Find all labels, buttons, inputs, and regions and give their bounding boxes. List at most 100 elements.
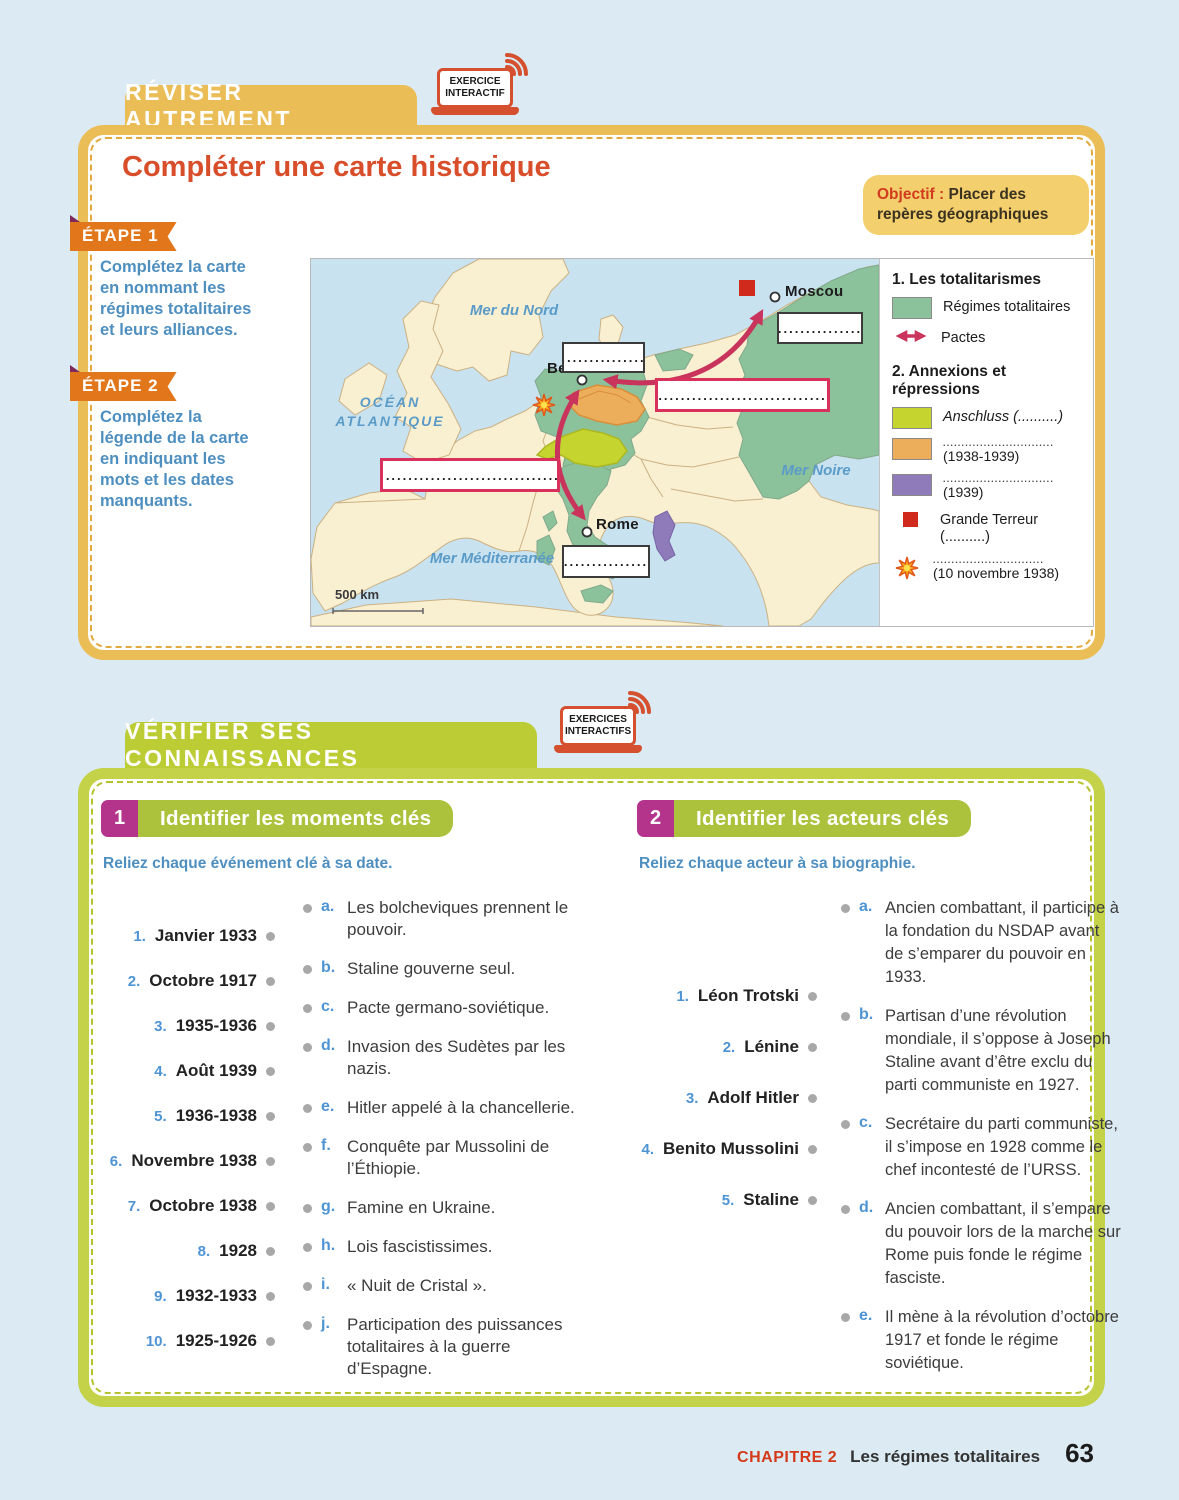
event-letter: f. [321,1137,331,1154]
badge-text-line2: INTERACTIF [445,88,505,99]
exercice-interactif-badge[interactable]: EXERCICE INTERACTIF [431,53,528,115]
match-dot[interactable] [266,976,275,986]
date-label: 1925-1926 [175,1331,257,1350]
match-dot[interactable] [303,1321,312,1330]
legend-pact-arrow-icon [895,330,927,342]
date-number: 9. [154,1287,167,1305]
match-dot[interactable] [808,1195,817,1205]
sea-label-ocean-atlantique: OCÉAN ATLANTIQUE [335,394,445,429]
match-dot[interactable] [303,965,312,974]
match-dot[interactable] [266,1156,275,1166]
exercise-2-number: 2 [637,800,674,837]
date-label: Janvier 1933 [154,926,257,945]
match-dot[interactable] [808,1093,817,1103]
bio-text: Ancien combattant, il s’empare du pouvoi… [885,1200,1121,1287]
bio-text: Secrétaire du parti communiste, il s’imp… [885,1115,1118,1179]
match-dot[interactable] [841,1313,850,1322]
laptop-base [554,745,642,753]
match-dot[interactable] [841,1205,850,1214]
match-dot[interactable] [808,1144,817,1154]
region-albania-purple [652,510,676,562]
page-number: 63 [1065,1438,1094,1468]
match-dot[interactable] [266,1066,275,1076]
map-legend: 1. Les totalitarismes Régimes totalitair… [879,259,1093,626]
date-item: 2. Octobre 1917 [103,970,275,992]
match-dot[interactable] [266,931,275,941]
date-item: 9. 1932-1933 [103,1285,275,1307]
match-dot[interactable] [841,1120,850,1129]
event-item: c. Pacte germano-soviétique. [303,997,579,1019]
match-dot[interactable] [303,1104,312,1113]
exercices-interactifs-badge[interactable]: EXERCICES INTERACTIFS [554,691,651,753]
date-label: 1928 [219,1241,257,1260]
event-item: h. Lois fascistissimes. [303,1236,579,1258]
match-dot[interactable] [266,1021,275,1031]
legend-date-cristal: (10 novembre 1938) [933,565,1060,581]
map-blank-pact-east[interactable]: ........................................ [655,378,830,412]
chapter-title: Les régimes totalitaires [850,1447,1041,1466]
match-dot[interactable] [303,1004,312,1013]
bio-item: c. Secrétaire du parti communiste, il s’i… [841,1113,1121,1182]
page-footer: CHAPITRE 2 Les régimes totalitaires 63 [78,1438,1094,1469]
event-item: a. Les bolcheviques prennent le pouvoir. [303,897,579,941]
event-item: d. Invasion des Sudètes par les nazis. [303,1036,579,1080]
legend-swatch-orange [892,438,932,460]
legend-star-icon [895,556,919,580]
event-text: Les bolcheviques prennent le pouvoir. [347,898,569,939]
city-label-moscou: Moscou [785,283,844,300]
legend-title-annexions: 2. Annexions et répressions [892,363,1006,398]
match-dot[interactable] [303,1143,312,1152]
sea-label-mer-mediterranee: Mer Méditerranée [429,550,555,567]
match-dot[interactable] [303,1243,312,1252]
event-item: b. Staline gouverne seul. [303,958,579,980]
legend-label-pactes: Pactes [941,330,986,346]
match-dot[interactable] [808,1042,817,1052]
objectif-label: Objectif : [877,186,945,203]
date-label: 1935-1936 [175,1016,257,1035]
legend-blank-terreur[interactable]: (..........) [940,529,990,545]
date-label: Octobre 1938 [149,1196,257,1215]
city-dot-rome [581,526,593,538]
date-number: 6. [109,1152,123,1170]
event-letter: h. [321,1237,336,1254]
map-blank-berlin[interactable]: ............... [562,342,645,373]
match-dot[interactable] [303,904,312,913]
legend-blank-cristal[interactable]: .............................. [933,555,1045,565]
etape-1-text: Complétez la carte en nommant les régime… [100,258,252,339]
legend-blank-1938[interactable]: .............................. [943,438,1055,448]
match-dot[interactable] [266,1246,275,1256]
date-number: 7. [127,1197,141,1215]
map-blank-pact-west[interactable]: ........................................ [380,458,560,492]
match-dot[interactable] [266,1336,275,1346]
date-item: 6. Novembre 1938 [103,1150,275,1172]
sudetes-inner-line [578,390,632,404]
match-dot[interactable] [841,904,850,913]
map-blank-rome[interactable]: ............... [562,545,650,578]
match-dot[interactable] [808,991,817,1001]
date-label: Octobre 1917 [149,971,257,990]
map-blank-moscou[interactable]: ............... [777,312,863,344]
map-scale-label: 500 km [335,587,380,602]
event-text: Staline gouverne seul. [347,959,516,978]
actor-item: 3. Adolf Hitler [639,1087,817,1109]
city-dot-moscou [769,291,781,303]
actor-item: 1. Léon Trotski [639,985,817,1007]
bio-text: Partisan d’une révolution mondiale, il s… [885,1007,1111,1094]
event-text: Invasion des Sudètes par les nazis. [347,1037,566,1078]
match-dot[interactable] [841,1012,850,1021]
date-item: 7. Octobre 1938 [103,1195,275,1217]
etape-2-flag: ÉTAPE 2 [70,365,177,401]
legend-blank-1939[interactable]: .............................. [943,474,1055,484]
match-dot[interactable] [266,1291,275,1301]
match-dot[interactable] [266,1201,275,1211]
date-number: 4. [154,1062,167,1080]
match-dot[interactable] [303,1282,312,1291]
match-dot[interactable] [303,1043,312,1052]
objectif-text: Placer des repères géographiques [877,186,1049,223]
event-text: Conquête par Mussolini de l’Éthiopie. [347,1137,550,1178]
legend-label-anschluss[interactable]: Anschluss (..........) [943,409,1064,425]
event-text: « Nuit de Cristal ». [347,1276,487,1295]
actor-item: 2. Lénine [639,1036,817,1058]
match-dot[interactable] [266,1111,275,1121]
match-dot[interactable] [303,1204,312,1213]
